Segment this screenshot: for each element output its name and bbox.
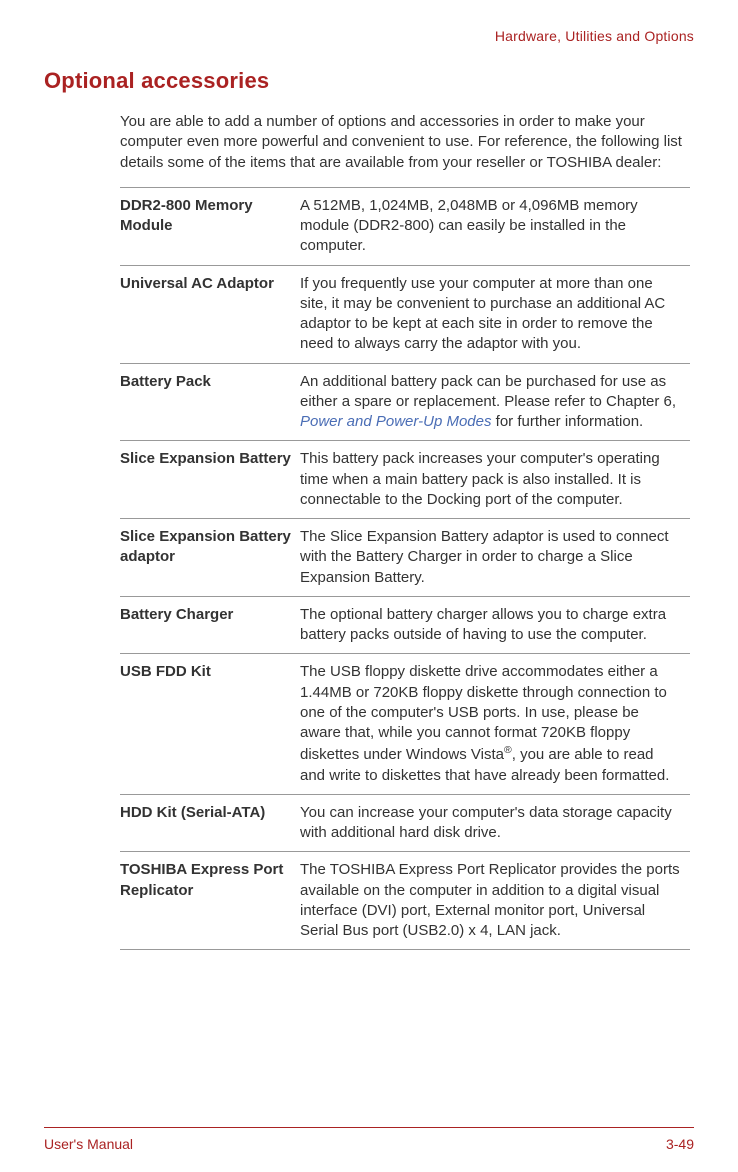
footer-right: 3-49 xyxy=(666,1136,694,1152)
table-row: DDR2-800 Memory ModuleA 512MB, 1,024MB, … xyxy=(120,187,690,265)
intro-paragraph: You are able to add a number of options … xyxy=(120,112,690,173)
accessory-name: DDR2-800 Memory Module xyxy=(120,187,300,265)
page-header-section: Hardware, Utilities and Options xyxy=(44,28,694,44)
accessory-name: Slice Expansion Battery adaptor xyxy=(120,519,300,597)
accessory-name: Slice Expansion Battery xyxy=(120,441,300,519)
table-row: Battery PackAn additional battery pack c… xyxy=(120,363,690,441)
accessory-description: A 512MB, 1,024MB, 2,048MB or 4,096MB mem… xyxy=(300,187,690,265)
accessory-description: The USB floppy diskette drive accommodat… xyxy=(300,654,690,795)
accessory-description: This battery pack increases your compute… xyxy=(300,441,690,519)
accessory-name: Universal AC Adaptor xyxy=(120,265,300,363)
accessory-description: The TOSHIBA Express Port Replicator prov… xyxy=(300,852,690,950)
footer-left: User's Manual xyxy=(44,1136,133,1152)
accessory-name: Battery Charger xyxy=(120,596,300,654)
table-row: Battery ChargerThe optional battery char… xyxy=(120,596,690,654)
accessory-description: The optional battery charger allows you … xyxy=(300,596,690,654)
cross-reference-link[interactable]: Power and Power-Up Modes xyxy=(300,413,491,430)
accessory-name: HDD Kit (Serial-ATA) xyxy=(120,794,300,852)
table-row: Slice Expansion Battery adaptorThe Slice… xyxy=(120,519,690,597)
accessory-name: Battery Pack xyxy=(120,363,300,441)
accessory-name: USB FDD Kit xyxy=(120,654,300,795)
accessory-description: The Slice Expansion Battery adaptor is u… xyxy=(300,519,690,597)
table-row: TOSHIBA Express Port ReplicatorThe TOSHI… xyxy=(120,852,690,950)
accessory-name: TOSHIBA Express Port Replicator xyxy=(120,852,300,950)
table-row: Slice Expansion BatteryThis battery pack… xyxy=(120,441,690,519)
accessories-table: DDR2-800 Memory ModuleA 512MB, 1,024MB, … xyxy=(120,187,690,951)
table-row: USB FDD KitThe USB floppy diskette drive… xyxy=(120,654,690,795)
page-title: Optional accessories xyxy=(44,68,694,94)
accessory-description: You can increase your computer's data st… xyxy=(300,794,690,852)
content-area: You are able to add a number of options … xyxy=(44,112,694,950)
table-row: Universal AC AdaptorIf you frequently us… xyxy=(120,265,690,363)
page-footer: User's Manual 3-49 xyxy=(44,1136,694,1152)
footer-rule xyxy=(44,1127,694,1128)
accessory-description: If you frequently use your computer at m… xyxy=(300,265,690,363)
table-row: HDD Kit (Serial-ATA)You can increase you… xyxy=(120,794,690,852)
accessory-description: An additional battery pack can be purcha… xyxy=(300,363,690,441)
